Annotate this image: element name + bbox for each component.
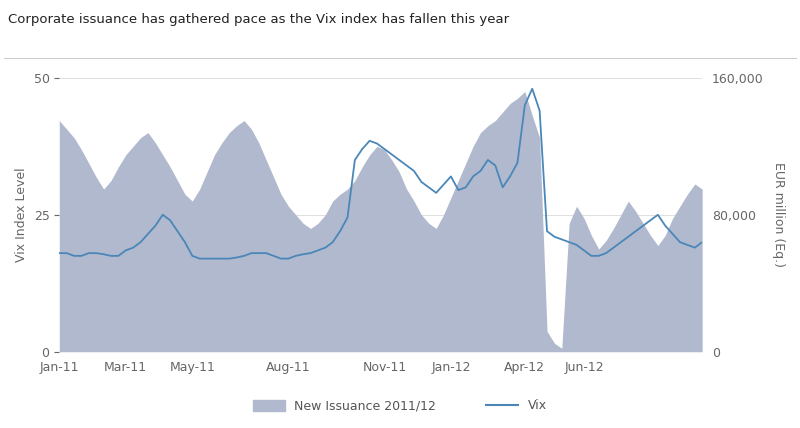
Y-axis label: Vix Index Level: Vix Index Level [15,167,28,262]
Y-axis label: EUR million (Eq.): EUR million (Eq.) [772,162,785,267]
Legend: New Issuance 2011/12, Vix: New Issuance 2011/12, Vix [248,395,552,417]
Text: Corporate issuance has gathered pace as the Vix index has fallen this year: Corporate issuance has gathered pace as … [8,13,509,26]
